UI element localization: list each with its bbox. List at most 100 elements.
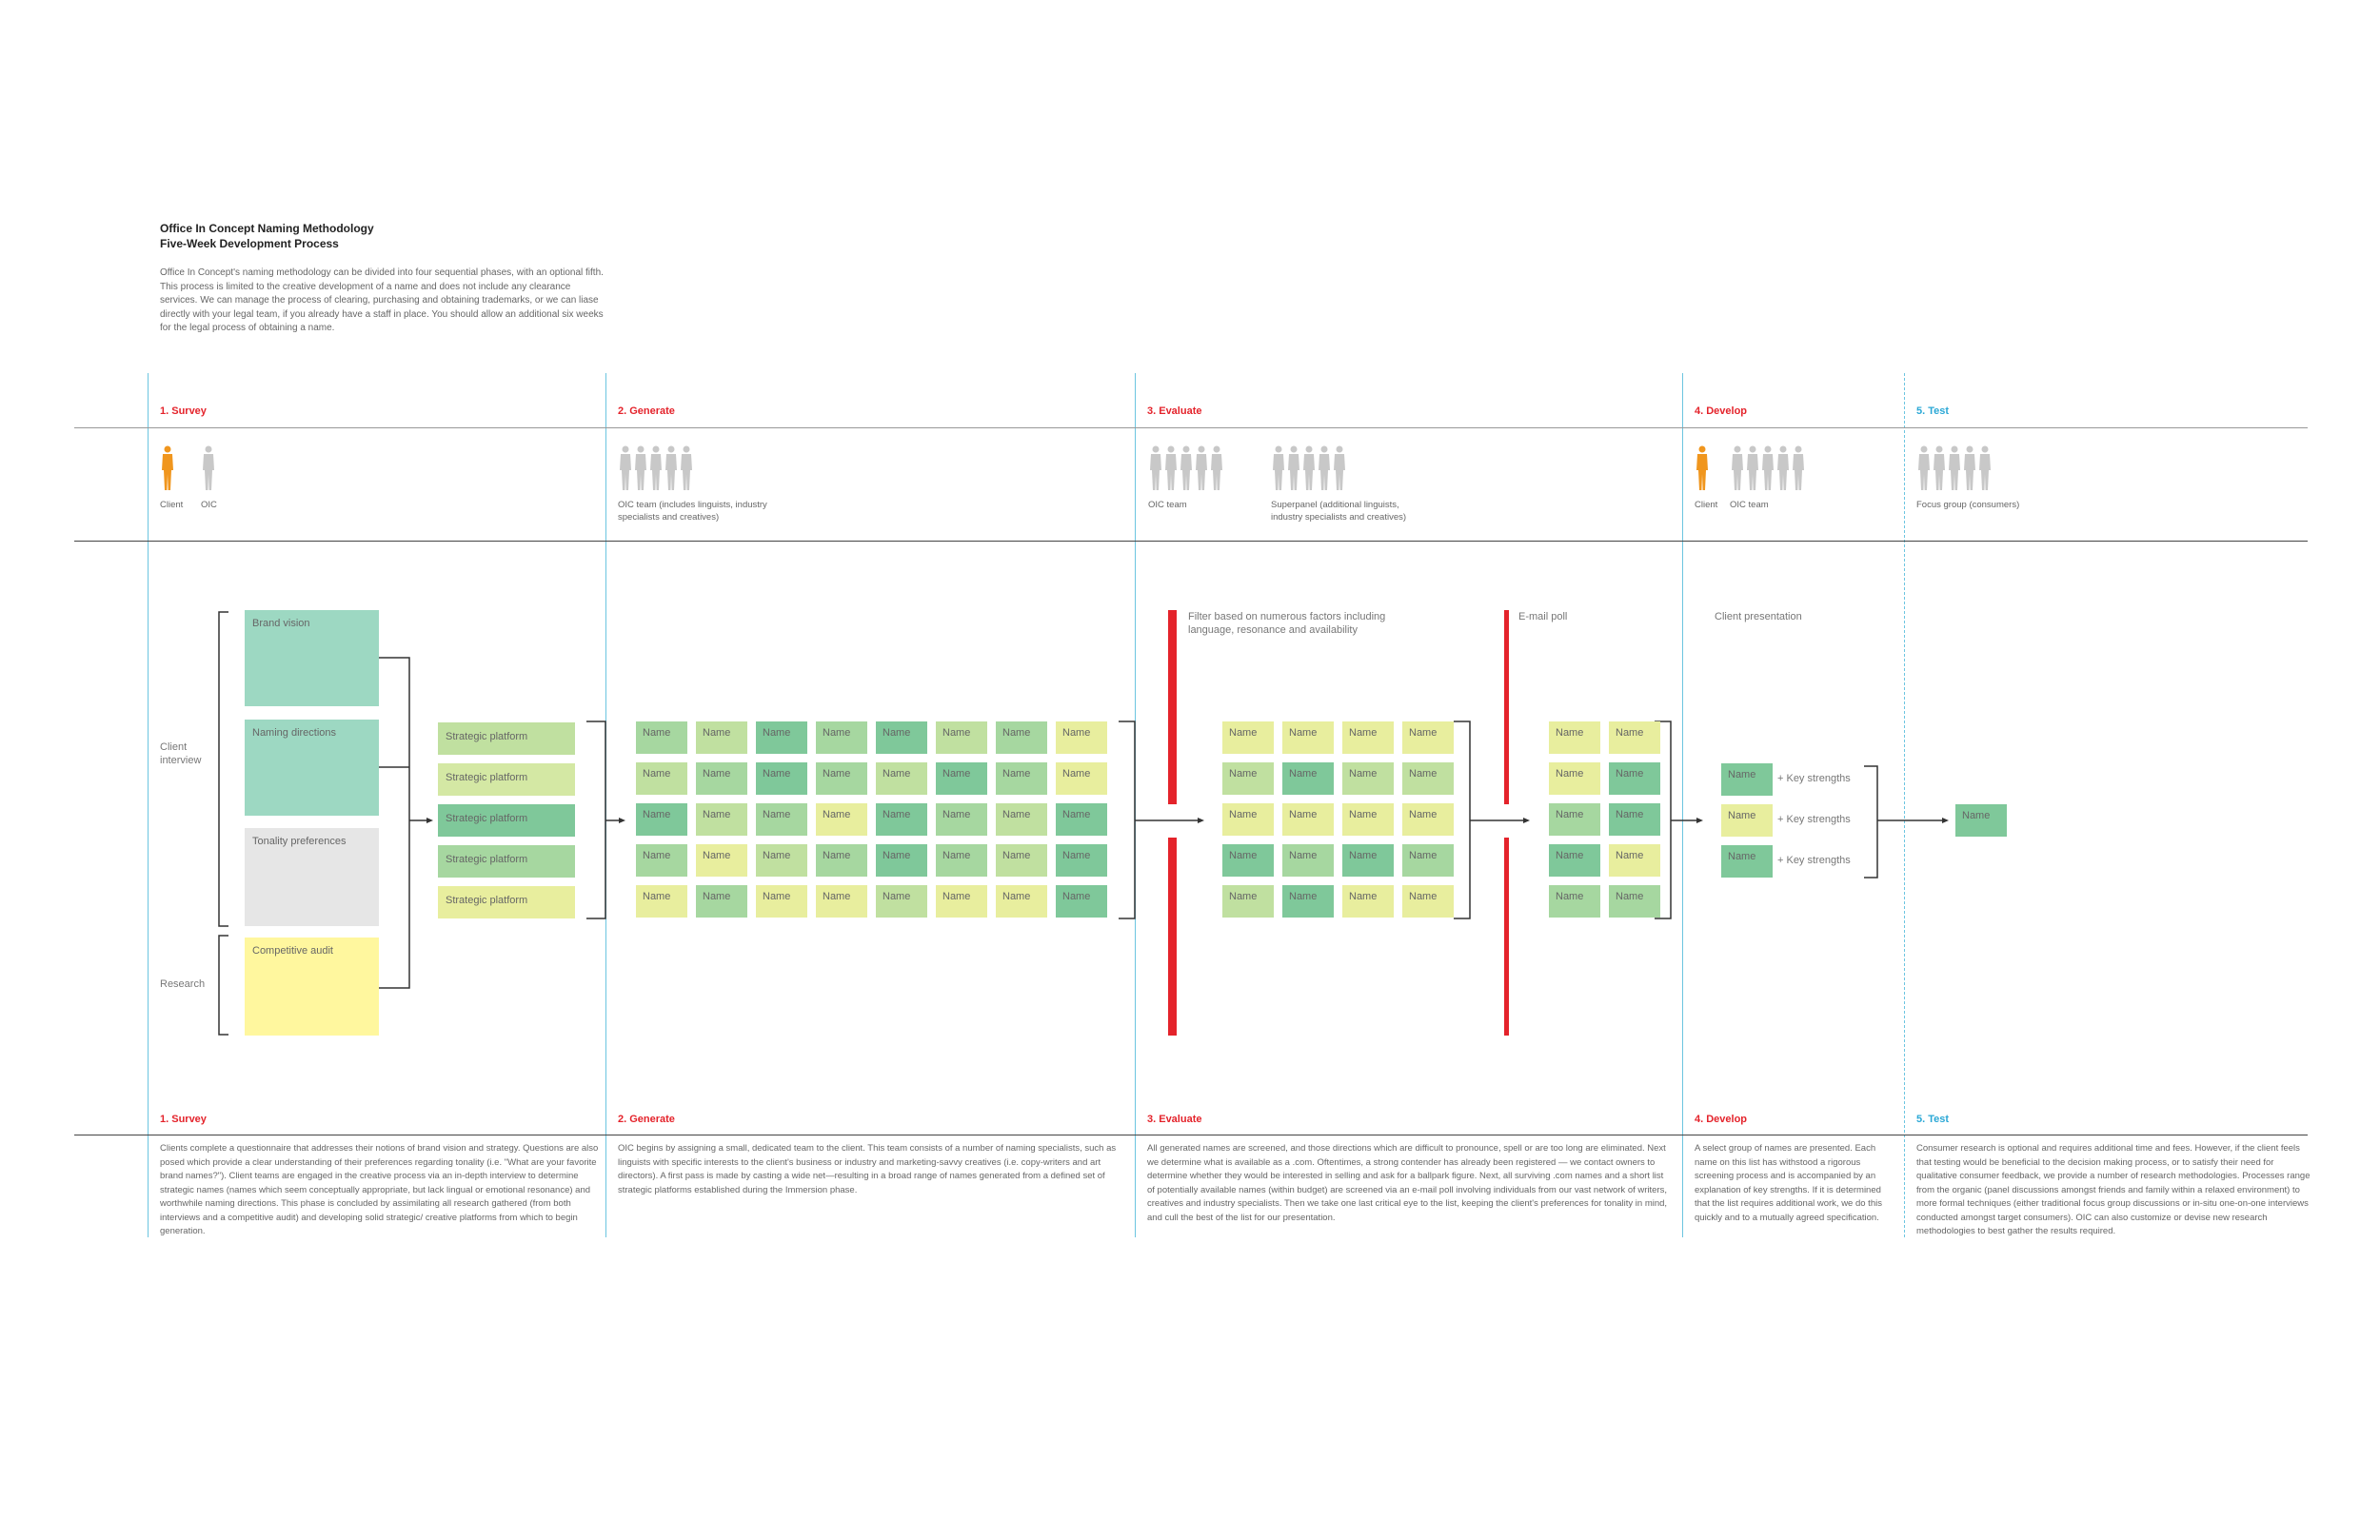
strategic-platform: Strategic platform [438, 763, 575, 796]
name-chip: Name [936, 885, 987, 918]
team-person-icon [665, 445, 677, 490]
team-person-icon [1793, 445, 1804, 490]
name-chip: Name [1282, 885, 1334, 918]
name-chip: Name [1222, 762, 1274, 795]
name-chip: Name [1549, 721, 1600, 754]
title-line-2: Five-Week Development Process [160, 237, 339, 250]
name-chip: Name [936, 803, 987, 836]
name-chip: Name [1056, 803, 1107, 836]
name-chip: Name [636, 721, 687, 754]
name-chip: Name [1402, 885, 1454, 918]
team-person-icon [1303, 445, 1315, 490]
name-chip: Name [1402, 844, 1454, 877]
name-chip: Name [1222, 803, 1274, 836]
name-chip: Name [996, 803, 1047, 836]
name-chip: Name [876, 803, 927, 836]
name-chip: Name [1721, 763, 1773, 796]
name-chip: Name [816, 762, 867, 795]
team-person-icon [1273, 445, 1284, 490]
team-person-icon [1732, 445, 1743, 490]
name-chip: Name [816, 721, 867, 754]
name-chip: Name [996, 885, 1047, 918]
team-person-icon [635, 445, 646, 490]
description-generate: OIC begins by assigning a small, dedicat… [618, 1143, 1117, 1195]
phase-label-test-bottom: 5. Test [1916, 1114, 1950, 1125]
name-chip: Name [1222, 844, 1274, 877]
person-label-client-develop: Client [1695, 500, 1718, 510]
team-person-icon [1334, 445, 1345, 490]
person-label-superpanel: Superpanel (additional linguists, indust… [1271, 500, 1407, 523]
phase-label-test: 5. Test [1916, 405, 1950, 417]
person-label-focus-group: Focus group (consumers) [1916, 500, 2020, 510]
person-label-oic-team-generate: OIC team (includes linguists, industry s… [618, 500, 767, 523]
strategic-platform: Strategic platform [438, 845, 575, 878]
description-survey: Clients complete a questionnaire that ad… [160, 1143, 599, 1236]
name-chip: Name [756, 721, 807, 754]
bracket-research [218, 935, 228, 1036]
team-person-icon [1319, 445, 1330, 490]
name-chip: Name [696, 844, 747, 877]
team-person-icon [650, 445, 662, 490]
name-chip: Name [1549, 885, 1600, 918]
name-chip: Name [1222, 885, 1274, 918]
team-person-icon [1777, 445, 1789, 490]
team-person-icon [1949, 445, 1960, 490]
diagram-title: Office In Concept Naming Methodology Fiv… [160, 221, 374, 251]
name-chip: Name [1402, 803, 1454, 836]
name-chip: Name [1056, 885, 1107, 918]
person-label-oic-team-develop: OIC team [1730, 500, 1769, 510]
client-person-icon [162, 445, 173, 490]
name-chip: Name [1282, 844, 1334, 877]
key-strengths: + Key strengths [1777, 855, 1851, 866]
name-chip: Name [816, 803, 867, 836]
divider-develop [1682, 373, 1683, 1237]
box-naming-directions: Naming directions [245, 720, 379, 816]
bracket-client-interview [218, 611, 228, 927]
name-chip: Name [1721, 804, 1773, 837]
name-chip: Name [1342, 803, 1394, 836]
name-chip: Name [756, 844, 807, 877]
name-chip: Name [1609, 762, 1660, 795]
phase-label-survey: 1. Survey [160, 405, 207, 417]
bracket-develop [1864, 765, 1878, 879]
bracket-evaluate-grid [1454, 721, 1471, 919]
label-filter: Filter based on numerous factors includi… [1188, 611, 1386, 636]
strategic-platform: Strategic platform [438, 722, 575, 755]
name-chip: Name [1609, 803, 1660, 836]
name-chip: Name [756, 762, 807, 795]
name-chip: Name [1549, 762, 1600, 795]
email-bar-bottom [1504, 838, 1509, 1036]
name-chip: Name [1402, 721, 1454, 754]
team-person-icon [1747, 445, 1758, 490]
name-chip: Name [1721, 845, 1773, 878]
name-chip: Name [936, 762, 987, 795]
description-evaluate: All generated names are screened, and th… [1147, 1143, 1668, 1223]
client-person-icon [1696, 445, 1708, 490]
phase-label-survey-bottom: 1. Survey [160, 1114, 207, 1125]
name-chip: Name [816, 844, 867, 877]
name-chip: Name [876, 885, 927, 918]
name-chip: Name [636, 762, 687, 795]
team-person-icon [1165, 445, 1177, 490]
key-strengths: + Key strengths [1777, 773, 1851, 784]
name-chip: Name [996, 762, 1047, 795]
name-chip: Name [876, 762, 927, 795]
phase-label-develop: 4. Develop [1695, 405, 1748, 417]
name-chip: Name [696, 721, 747, 754]
filter-bar-bottom [1168, 838, 1177, 1036]
strategic-platform: Strategic platform [438, 804, 575, 837]
email-bar-top [1504, 610, 1509, 804]
name-chip: Name [936, 721, 987, 754]
key-strengths: + Key strengths [1777, 814, 1851, 825]
team-person-icon [1934, 445, 1945, 490]
phase-label-generate: 2. Generate [618, 405, 675, 417]
team-person-icon [1964, 445, 1975, 490]
name-chip: Name [696, 803, 747, 836]
person-label-oic-team: OIC team [1148, 500, 1187, 510]
person-label-client: Client [160, 500, 184, 510]
phase-label-evaluate: 3. Evaluate [1147, 405, 1202, 417]
phase-label-develop-bottom: 4. Develop [1695, 1114, 1748, 1125]
team-person-icon [1180, 445, 1192, 490]
rule-phases [74, 427, 2308, 428]
name-chip: Name [636, 844, 687, 877]
